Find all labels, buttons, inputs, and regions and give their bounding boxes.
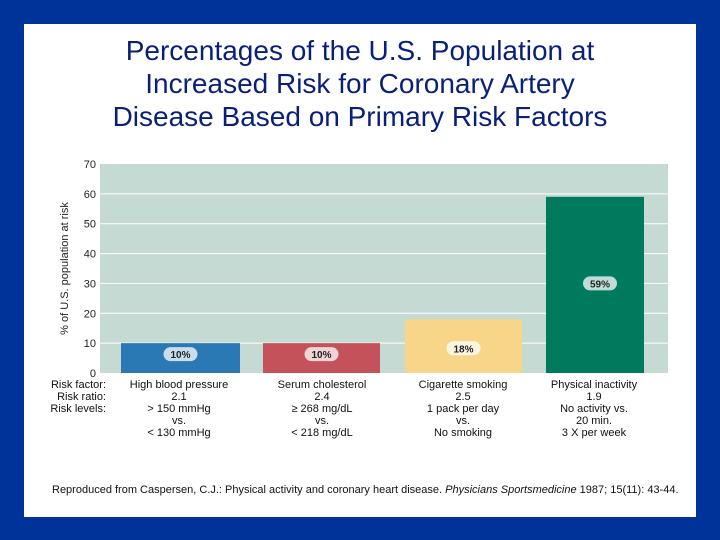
category-factor: High blood pressure (129, 379, 229, 391)
row-label-levels: Risk levels: (50, 403, 106, 415)
category-level: No smoking (433, 427, 493, 439)
category-ratio: 2.4 (314, 391, 330, 403)
category-level: vs. (314, 415, 330, 427)
category-factor: Serum cholesterol (277, 379, 367, 391)
category-factor: Cigarette smoking (418, 379, 508, 391)
category-level: vs. (455, 415, 471, 427)
row-labels: Risk factor: Risk ratio: Risk levels: (44, 379, 106, 415)
y-tick-label: 20 (84, 308, 96, 320)
y-axis-label: % of U.S. population at risk (59, 202, 71, 335)
y-tick-label: 70 (84, 159, 96, 171)
title-line: Disease Based on Primary Risk Factors (112, 101, 608, 132)
row-label-factor: Risk factor: (50, 379, 106, 391)
category-level: vs. (171, 415, 187, 427)
caption-rest: 1987; 15(11): 43-44. (576, 484, 679, 496)
caption: Reproduced from Caspersen, C.J.: Physica… (52, 483, 692, 498)
data-label: 10% (170, 350, 190, 361)
category-level: < 130 mmHg (147, 427, 211, 439)
category-level: ≥ 268 mg/dL (291, 403, 353, 415)
data-label-pill (304, 347, 339, 362)
category-ratio: 2.1 (171, 391, 187, 403)
category-level: > 150 mmHg (147, 403, 211, 415)
data-label-pill (583, 276, 617, 291)
category-level: < 218 mg/dL (291, 427, 353, 439)
data-label: 10% (311, 350, 331, 361)
category-label: High blood pressure 2.1 > 150 mmHg vs. < 130… (109, 379, 249, 439)
category-level: 3 X per week (561, 427, 627, 439)
category-label: Physical inactivity 1.9 No activity vs. 20 … (524, 379, 664, 439)
category-label: Cigarette smoking 2.5 1 pack per day vs. No … (393, 379, 533, 439)
slide-title: Percentages of the U.S. Population at In… (24, 34, 696, 133)
category-level: 1 pack per day (426, 403, 500, 415)
y-tick-label: 50 (84, 219, 96, 231)
title-line: Increased Risk for Coronary Artery (145, 68, 575, 99)
row-label-ratio: Risk ratio: (57, 391, 106, 403)
data-label: 59% (590, 279, 610, 290)
y-tick-label: 0 (90, 368, 96, 380)
caption-journal: Physicians Sportsmedicine (445, 484, 577, 496)
category-level: 20 min. (575, 415, 613, 427)
caption-text: Reproduced from Caspersen, C.J.: Physica… (52, 484, 446, 496)
category-level: No activity vs. (560, 403, 628, 415)
y-tick-label: 10 (84, 338, 96, 350)
title-line: Percentages of the U.S. Population at (125, 35, 595, 66)
data-label: 18% (453, 344, 473, 355)
data-label-pill (163, 347, 198, 362)
category-ratio: 1.9 (586, 391, 602, 403)
category-ratio: 2.5 (455, 391, 471, 403)
y-tick-label: 60 (84, 189, 96, 201)
y-tick-label: 30 (84, 278, 96, 290)
y-tick-label: 40 (84, 249, 96, 261)
data-label-pill (446, 341, 481, 356)
category-factor: Physical inactivity (550, 379, 638, 391)
category-label: Serum cholesterol 2.4 ≥ 268 mg/dL vs. < 218 … (252, 379, 392, 439)
